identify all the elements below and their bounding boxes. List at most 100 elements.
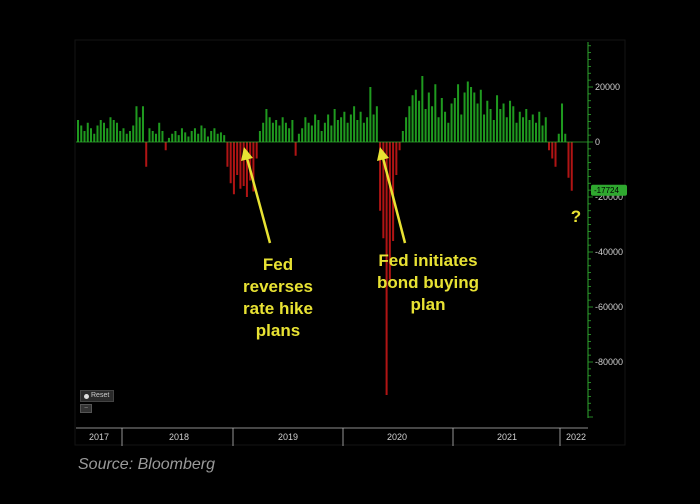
bar [483,114,486,142]
bar [161,131,164,142]
bar [141,106,144,142]
bar [219,132,222,143]
reset-label: Reset [91,392,110,399]
bar [284,122,287,142]
arrow-fed-reverses [245,157,272,244]
bar [128,131,131,142]
bar [132,125,135,142]
bar [554,142,557,167]
bar [548,142,551,151]
bar [89,128,92,142]
last-value-tag-bg [591,184,627,196]
annotation-line: plan [410,295,446,314]
bar [359,111,362,142]
bar [320,131,323,142]
bar [544,117,547,142]
annotation-question: ? [570,207,582,226]
x-year-label: 2017 [89,432,109,442]
bar [232,142,235,195]
x-year-label: 2022 [566,432,586,442]
x-year-label: 2021 [497,432,517,442]
annotation-line: bond buying [377,273,479,292]
bar [418,100,421,142]
bar [106,128,109,142]
bar [297,133,300,142]
bar [180,128,183,142]
bar [353,106,356,142]
bar [557,133,560,142]
bar [314,114,317,142]
bar [317,120,320,142]
bar [453,98,456,142]
last-value-tag: -17724 [591,184,627,196]
bar [411,95,414,142]
bar [262,122,265,142]
bar [245,142,248,197]
bar [388,142,391,280]
annotation-line: plans [255,321,301,340]
bar [372,114,375,142]
bar [434,84,437,142]
bar [301,128,304,142]
bar [307,122,310,142]
chart-panel [74,39,626,446]
x-year-label: 2020 [387,432,407,442]
y-tick-label: -20000 [595,192,623,202]
bar [405,117,408,142]
bar [440,98,443,142]
bar [473,92,476,142]
bar [288,128,291,142]
arrow-fed-initiates [381,157,407,244]
bar [561,103,564,142]
bar [349,114,352,142]
zoom-out-button[interactable]: − [80,404,92,413]
bar [122,128,125,142]
bar [382,142,385,239]
bar [323,122,326,142]
bar [333,109,336,142]
bar [343,111,346,142]
bar [223,135,226,143]
bar [271,122,274,142]
reset-button[interactable]: Reset [80,390,114,402]
bar [197,133,200,142]
annotation-line: Fed [262,255,294,274]
x-year-label: 2018 [169,432,189,442]
bar [369,87,372,142]
bar [431,106,434,142]
bar [171,133,174,142]
bar [184,132,187,143]
bar [242,142,245,186]
bar [102,122,105,142]
reset-icon [84,393,89,399]
bar [401,131,404,142]
bar [330,125,333,142]
bar [551,142,554,159]
bar [255,142,258,159]
bar [281,117,284,142]
bar [444,111,447,142]
bar [499,109,502,142]
bar [505,117,508,142]
bar [535,122,538,142]
bar [294,142,297,156]
bar [327,114,330,142]
y-tick-label: -40000 [595,247,623,257]
bar [193,128,196,142]
bar [258,131,261,142]
bar [216,133,219,142]
bar [177,135,180,143]
bar [112,120,115,142]
bar [96,125,99,142]
bar [278,125,281,142]
bar [437,117,440,142]
annotation-line: reverses [243,277,313,296]
x-axis: 2017 2018 2019 2020 2021 2022 [76,427,588,446]
bar [395,142,398,175]
bar [385,142,388,395]
bar [145,142,148,167]
bar [249,142,252,181]
bar [492,120,495,142]
bar [398,142,401,151]
bar [528,120,531,142]
